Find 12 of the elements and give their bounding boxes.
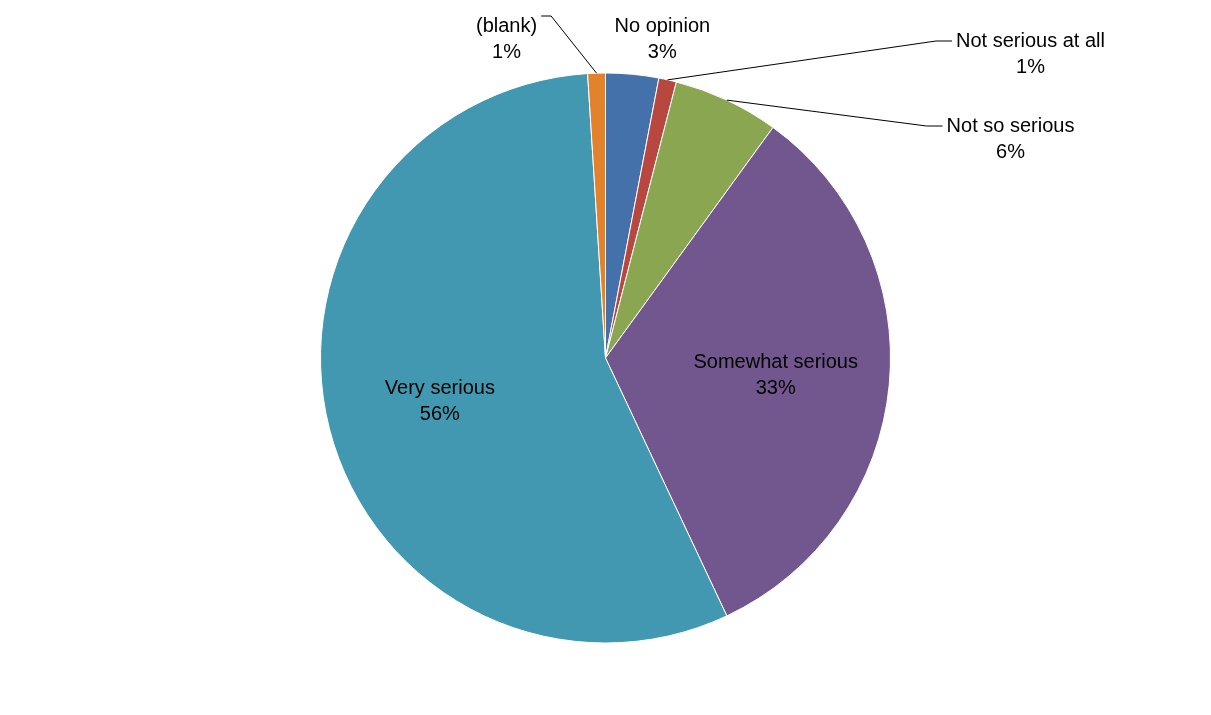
slice-label: (blank)	[475, 13, 538, 36]
slice-label: Not so serious	[946, 113, 1075, 136]
slice-label: Not serious at all	[956, 28, 1105, 51]
slice-label: No opinion	[614, 13, 711, 36]
data-label: 6%	[996, 139, 1026, 162]
slice-label: Somewhat serious	[693, 349, 859, 372]
data-label: 3%	[647, 39, 677, 62]
data-label: 1%	[1016, 54, 1046, 77]
slice-label: Very serious	[384, 376, 495, 399]
data-label: 1%	[492, 39, 522, 62]
data-label: 56%	[419, 402, 461, 425]
data-label: 33%	[755, 375, 796, 398]
